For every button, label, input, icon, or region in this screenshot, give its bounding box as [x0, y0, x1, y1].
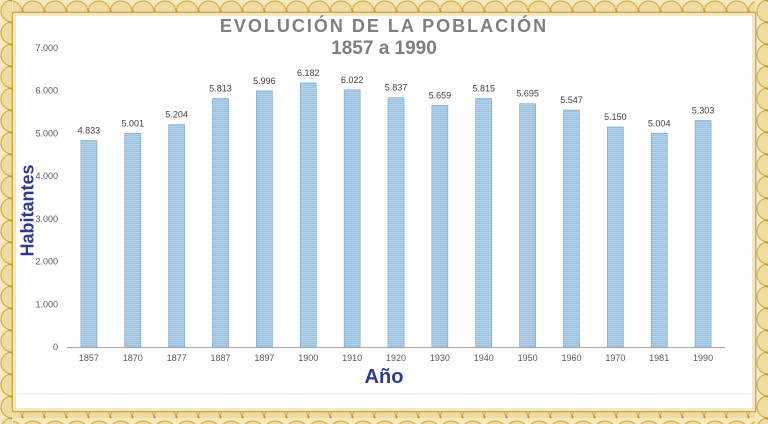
- y-tick-label: 3.000: [35, 214, 58, 224]
- x-tick-label: 1887: [211, 353, 231, 363]
- data-label: 5.837: [385, 83, 408, 93]
- data-label: 4.833: [78, 126, 101, 136]
- bar: [168, 124, 185, 348]
- x-tick-label: 1981: [649, 353, 669, 363]
- bar: [563, 109, 580, 348]
- y-tick-label: 6.000: [35, 86, 58, 96]
- x-tick-label: 1870: [123, 353, 143, 363]
- x-tick-label: 1897: [254, 353, 274, 363]
- chart-title: EVOLUCIÓN DE LA POBLACIÓN: [219, 16, 549, 36]
- chart-subtitle: 1857 a 1990: [331, 38, 437, 59]
- x-tick-label: 1960: [561, 353, 581, 363]
- bar: [650, 132, 668, 348]
- data-label: 5.303: [692, 105, 715, 115]
- bar: [256, 90, 273, 348]
- data-label: 5.547: [560, 95, 583, 105]
- x-tick-label: 1857: [79, 353, 99, 363]
- bar: [299, 82, 317, 348]
- x-tick-label: 1970: [605, 353, 625, 363]
- data-label: 6.182: [297, 68, 320, 78]
- data-label: 5.813: [209, 84, 232, 94]
- data-label: 5.204: [165, 110, 188, 120]
- bar: [519, 103, 536, 348]
- data-label: 5.150: [604, 112, 627, 122]
- data-label: 5.815: [472, 84, 495, 94]
- y-tick-label: 7.000: [35, 43, 58, 53]
- bar: [124, 133, 142, 348]
- data-label: 6.022: [341, 75, 364, 85]
- x-tick-label: 1910: [342, 353, 362, 363]
- data-label: 5.695: [516, 89, 539, 99]
- bar: [431, 104, 449, 348]
- bar: [694, 120, 712, 348]
- y-tick-label: 0: [53, 342, 58, 352]
- y-tick-label: 5.000: [35, 128, 58, 138]
- data-label: 5.659: [429, 90, 452, 100]
- x-tick-label: 1930: [430, 353, 450, 363]
- bar: [80, 140, 98, 348]
- x-tick-label: 1990: [693, 353, 713, 363]
- y-tick-label: 4.000: [35, 171, 58, 181]
- x-tick-label: 1940: [474, 353, 494, 363]
- x-axis-title: Año: [364, 366, 404, 388]
- y-tick-label: 2.000: [35, 257, 58, 267]
- x-tick-label: 1950: [518, 353, 538, 363]
- bar: [387, 97, 405, 348]
- x-tick-label: 1900: [298, 353, 318, 363]
- x-tick-label: 1920: [386, 353, 406, 363]
- y-tick-label: 1.000: [35, 299, 58, 309]
- data-label: 5.996: [253, 76, 276, 86]
- bar: [343, 89, 361, 348]
- x-tick-label: 1877: [167, 353, 187, 363]
- bar: [607, 126, 624, 348]
- data-label: 5.001: [122, 118, 145, 128]
- bar: [475, 98, 493, 348]
- data-label: 5.004: [648, 118, 671, 128]
- bar: [212, 98, 229, 348]
